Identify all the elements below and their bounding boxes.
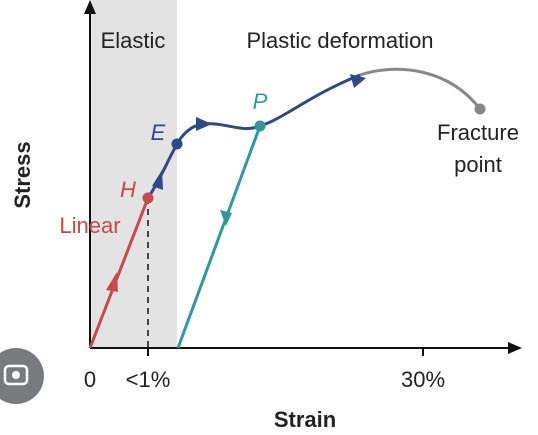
x-tick-label: 30% (401, 367, 445, 392)
fracture-curve (359, 67, 482, 110)
arrow (106, 272, 118, 292)
arrow (152, 170, 163, 190)
point-p (254, 120, 266, 132)
fracture-label: point (454, 152, 502, 177)
arrow (220, 210, 232, 226)
point-fracture (474, 103, 486, 115)
linear-line (88, 197, 150, 349)
p-label: P (253, 89, 268, 114)
linear-label: Linear (59, 213, 120, 238)
point-h (142, 192, 154, 204)
arrow (196, 117, 212, 131)
y-axis-label: Stress (10, 141, 35, 208)
x-tick-label: <1% (126, 367, 171, 392)
stress-curve (146, 73, 361, 199)
lens-icon[interactable] (0, 348, 44, 404)
x-axis-label: Strain (274, 407, 336, 430)
region-label: Elastic (101, 28, 166, 53)
region-label: Plastic deformation (246, 28, 433, 53)
point-e (171, 138, 183, 150)
y-axis-arrow (84, 0, 96, 14)
x-axis-arrow (508, 342, 522, 354)
e-label: E (151, 120, 166, 145)
arrow (350, 74, 366, 88)
fracture-label: Fracture (437, 120, 519, 145)
x-tick-label: 0 (84, 367, 96, 392)
unloading-line (176, 125, 262, 349)
h-label: H (120, 177, 136, 202)
